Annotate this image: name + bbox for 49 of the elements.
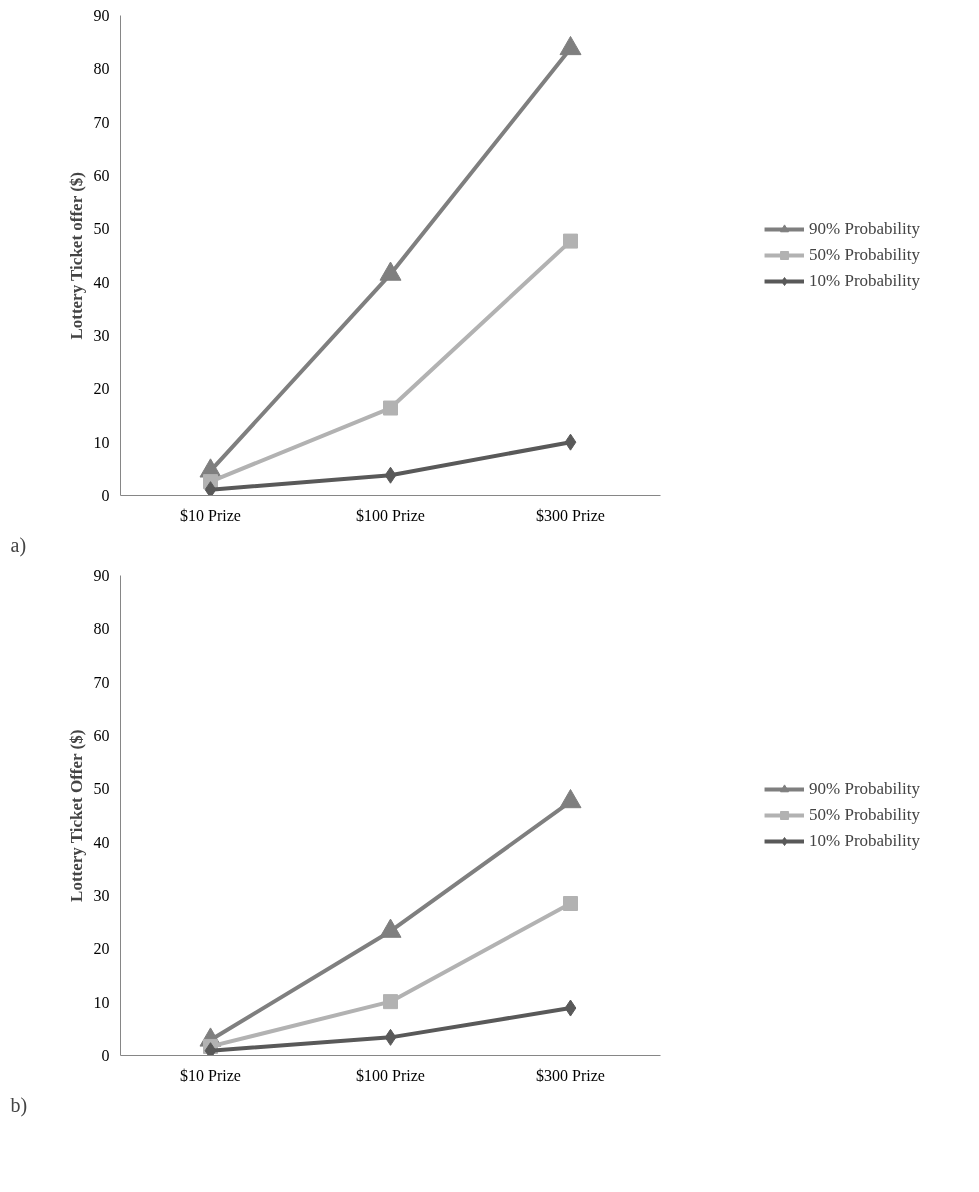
point — [384, 466, 397, 484]
point — [379, 261, 402, 281]
point — [559, 789, 582, 809]
y-tick-label: 30 — [93, 887, 110, 904]
y-tick-label: 10 — [93, 433, 110, 451]
y-tick-label: 70 — [93, 673, 110, 691]
y-axis-title: Lottery Ticket offer ($) — [66, 172, 86, 340]
y-tick-label: 60 — [93, 167, 110, 184]
y-tick-label: 30 — [93, 327, 110, 344]
point — [563, 896, 578, 911]
y-tick-label: 20 — [93, 380, 110, 398]
x-tick-label: $10 Prize — [180, 506, 241, 524]
legend-label: 90% Probability — [809, 219, 920, 239]
x-tick-label: $300 Prize — [536, 506, 605, 524]
x-tick-label: $100 Prize — [356, 506, 425, 524]
y-axis-title: Lottery Ticket Offer ($) — [66, 729, 86, 902]
point — [563, 233, 578, 249]
y-tick-label: 90 — [93, 567, 110, 584]
legend-label: 10% Probability — [809, 831, 920, 851]
y-tick-label: 70 — [93, 113, 110, 131]
text: a) — [10, 533, 27, 557]
y-tick-label: 10 — [93, 993, 110, 1011]
x-tick-label: $10 Prize — [180, 1066, 241, 1084]
legend-label: 50% Probability — [809, 805, 920, 825]
x-tick-label: $100 Prize — [356, 1066, 425, 1084]
y-tick-label: 50 — [93, 780, 110, 798]
legend-label: 50% Probability — [809, 245, 920, 265]
point — [383, 994, 398, 1010]
y-tick-label: 90 — [93, 7, 110, 24]
point — [379, 918, 402, 938]
legend-label: 90% Probability — [809, 779, 920, 799]
y-tick-label: 0 — [101, 1047, 110, 1064]
point — [204, 481, 217, 496]
y-tick-label: 80 — [93, 620, 110, 638]
point — [383, 400, 398, 416]
point — [564, 999, 577, 1017]
legend-label: 10% Probability — [809, 271, 920, 291]
x-tick-label: $300 Prize — [536, 1066, 605, 1084]
y-tick-label: 40 — [93, 833, 110, 851]
point — [384, 1028, 397, 1046]
y-tick-label: 80 — [93, 60, 110, 78]
point — [559, 35, 582, 56]
y-tick-label: 60 — [93, 727, 110, 744]
y-tick-label: 20 — [93, 940, 110, 958]
y-tick-label: 0 — [101, 487, 110, 504]
y-tick-label: 50 — [93, 220, 110, 238]
point — [564, 433, 577, 451]
text: b) — [10, 1093, 28, 1117]
y-tick-label: 40 — [93, 273, 110, 291]
